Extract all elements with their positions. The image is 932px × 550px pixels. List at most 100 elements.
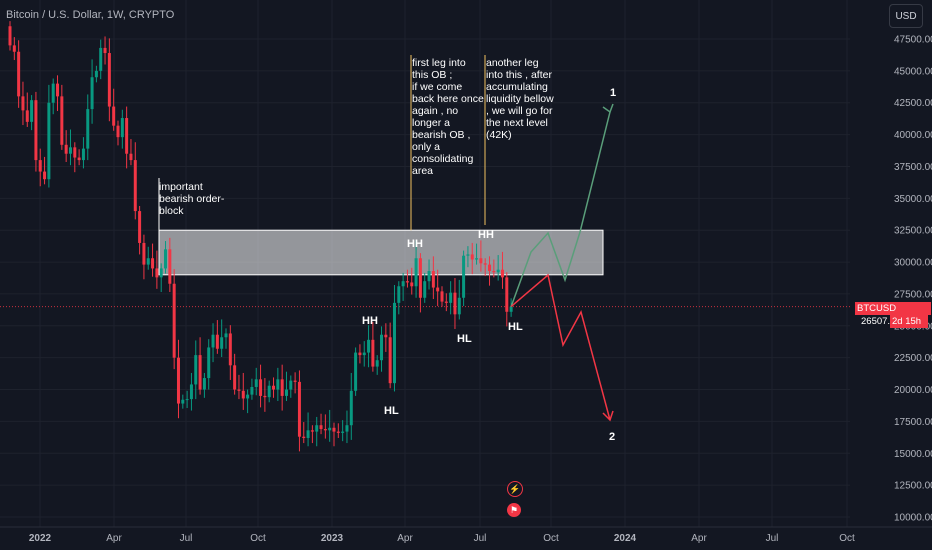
- candle-body: [254, 379, 258, 387]
- candle-body: [405, 281, 409, 283]
- price-badge: BTCUSD 26507.06: [855, 302, 931, 327]
- price-tick-label: 32500.00: [894, 226, 932, 237]
- candle-body: [77, 157, 81, 161]
- candle-body: [241, 390, 245, 399]
- currency-button[interactable]: USD: [889, 4, 923, 28]
- candle-body: [90, 77, 94, 110]
- order-block-zone-layer: [0, 55, 850, 308]
- candle-body: [367, 339, 371, 353]
- path-1-label: 1: [610, 87, 617, 99]
- hh-label-2: HH: [478, 229, 494, 241]
- candle-body: [194, 355, 198, 385]
- price-tick-label: 30000.00: [894, 258, 932, 269]
- candle-body: [215, 334, 219, 349]
- ob-note: important bearish order- block: [159, 181, 225, 217]
- candle-body: [60, 96, 64, 145]
- hl-label-3: HL: [384, 405, 399, 417]
- bearish-path-arrowhead: [602, 410, 614, 422]
- price-tick-label: 47500.00: [894, 35, 932, 46]
- candle-body: [462, 255, 466, 298]
- candle-body: [466, 254, 470, 256]
- time-tick-label: Apr: [397, 533, 413, 544]
- candle-body: [99, 47, 103, 71]
- candle-body: [263, 395, 267, 398]
- candle-body: [142, 242, 146, 265]
- candle-body: [388, 337, 392, 384]
- candle-body: [38, 160, 42, 172]
- candle-body: [103, 47, 107, 54]
- candle-body: [423, 281, 427, 298]
- time-tick-label: 2022: [29, 533, 52, 544]
- candle-body: [189, 384, 193, 400]
- candle-body: [233, 365, 237, 390]
- candles-layer: [8, 21, 513, 452]
- candle-body: [319, 425, 323, 430]
- candle-body: [155, 268, 159, 278]
- candle-body: [116, 125, 120, 138]
- time-tick-label: Oct: [543, 533, 559, 544]
- candle-body: [315, 425, 319, 432]
- hh-label-3: HH: [362, 315, 378, 327]
- hl-label-2: HL: [508, 321, 523, 333]
- candle-body: [354, 352, 358, 391]
- candle-body: [401, 281, 405, 287]
- candle-body: [207, 347, 211, 379]
- candle-body: [159, 268, 163, 278]
- candle-body: [488, 264, 492, 271]
- candle-body: [172, 283, 176, 358]
- candle-body: [297, 381, 301, 437]
- candle-body: [475, 258, 479, 260]
- candle-body: [181, 399, 185, 404]
- time-tick-label: 2024: [614, 533, 637, 544]
- lightning-icon[interactable]: ⚡: [507, 481, 523, 497]
- candle-body: [224, 333, 228, 338]
- candle-body: [449, 292, 453, 303]
- another-leg-note: another leg into this , after accumulati…: [486, 57, 554, 141]
- candle-body: [293, 380, 297, 382]
- candle-body: [168, 249, 172, 284]
- candle-body: [453, 292, 457, 315]
- price-tick-label: 15000.00: [894, 449, 932, 460]
- candle-body: [479, 258, 483, 264]
- candle-body: [483, 263, 487, 265]
- hh-label-1: HH: [407, 238, 423, 250]
- time-tick-label: Jul: [766, 533, 779, 544]
- price-tick-label: 22500.00: [894, 353, 932, 364]
- candle-body: [289, 380, 293, 390]
- candle-body: [220, 337, 224, 349]
- chart-symbol-title: Bitcoin / U.S. Dollar, 1W, CRYPTO: [6, 9, 175, 21]
- candle-body: [250, 386, 254, 395]
- candle-body: [112, 106, 116, 126]
- candle-body: [259, 379, 263, 396]
- badge-symbol: BTCUSD: [857, 303, 897, 314]
- flag-icon[interactable]: ⚑: [507, 503, 521, 517]
- candle-body: [505, 277, 509, 312]
- candle-body: [306, 430, 310, 438]
- time-tick-label: Jul: [474, 533, 487, 544]
- time-tick-label: Jul: [180, 533, 193, 544]
- price-tick-label: 17500.00: [894, 417, 932, 428]
- time-tick-label: Apr: [106, 533, 122, 544]
- candle-body: [492, 270, 496, 273]
- order-block-zone: [158, 229, 604, 276]
- grid-lines: [0, 0, 850, 527]
- candle-body: [12, 45, 16, 52]
- candle-body: [267, 385, 271, 398]
- candle-body: [440, 291, 444, 302]
- candle-body: [68, 147, 72, 154]
- candle-body: [228, 333, 232, 366]
- candle-body: [164, 249, 168, 269]
- candle-body: [25, 110, 29, 122]
- candle-body: [146, 258, 150, 265]
- candle-body: [310, 430, 314, 432]
- time-tick-label: Apr: [691, 533, 707, 544]
- candle-body: [272, 385, 276, 390]
- candle-body: [43, 171, 47, 180]
- candle-body: [276, 379, 280, 390]
- candle-body: [280, 379, 284, 396]
- candle-body: [362, 352, 366, 356]
- candle-body: [392, 302, 396, 384]
- candle-body: [133, 160, 137, 212]
- time-tick-label: Oct: [839, 533, 855, 544]
